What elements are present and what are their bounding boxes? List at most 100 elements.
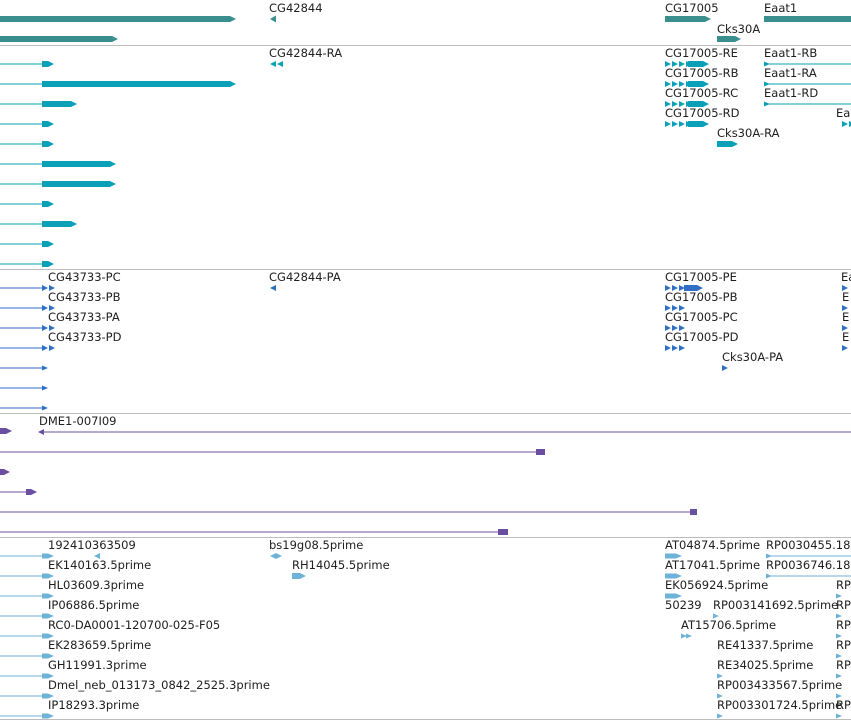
clone-feature[interactable] <box>4 469 10 475</box>
est-feature[interactable] <box>48 693 54 699</box>
est-label[interactable]: IP06886.5prime <box>48 598 140 612</box>
est-feature[interactable] <box>717 713 723 719</box>
protein-label[interactable]: CG43733-PB <box>48 290 121 304</box>
transcript-feature[interactable] <box>48 261 54 267</box>
est-feature[interactable] <box>42 673 48 679</box>
transcript-feature[interactable] <box>717 141 732 147</box>
est-feature[interactable] <box>836 713 842 719</box>
est-feature[interactable] <box>48 633 54 639</box>
transcript-feature[interactable] <box>703 121 709 127</box>
est-feature[interactable] <box>94 553 100 559</box>
transcript-feature[interactable] <box>42 241 48 247</box>
protein-feature[interactable] <box>42 345 48 351</box>
protein-label[interactable]: CG17005-PE <box>665 270 737 284</box>
transcript-feature[interactable] <box>672 61 678 67</box>
est-feature[interactable] <box>766 573 772 579</box>
clone-feature[interactable] <box>38 429 44 435</box>
transcript-label[interactable]: CG42844-RA <box>269 46 343 60</box>
protein-label[interactable]: CG43733-PA <box>48 310 120 324</box>
est-feature[interactable] <box>292 573 300 579</box>
protein-feature[interactable] <box>672 345 678 351</box>
est-label[interactable]: Dmel_neb_013173_0842_2525.3prime <box>48 678 270 692</box>
est-feature[interactable] <box>686 633 692 639</box>
est-label[interactable]: RP <box>836 658 851 672</box>
transcript-feature[interactable] <box>672 101 678 107</box>
clone-feature[interactable] <box>26 489 31 495</box>
est-label[interactable]: AT17041.5prime <box>665 558 761 572</box>
transcript-feature[interactable] <box>42 61 48 67</box>
transcript-feature[interactable] <box>679 101 685 107</box>
est-feature[interactable] <box>48 653 54 659</box>
transcript-feature[interactable] <box>110 181 116 187</box>
est-feature[interactable] <box>665 553 676 559</box>
transcript-feature[interactable] <box>42 261 48 267</box>
transcript-label[interactable]: Ea <box>836 106 851 120</box>
est-feature[interactable] <box>42 593 48 599</box>
protein-label[interactable]: CG17005-PB <box>665 290 738 304</box>
est-label[interactable]: RP003301724.5prime <box>717 698 843 712</box>
est-label[interactable]: RP <box>836 698 851 712</box>
est-label[interactable]: GH11991.3prime <box>48 658 147 672</box>
est-feature[interactable] <box>681 633 687 639</box>
est-feature[interactable] <box>836 633 842 639</box>
protein-feature[interactable] <box>42 305 48 311</box>
clone-feature[interactable] <box>0 428 6 434</box>
transcript-feature[interactable] <box>42 161 110 167</box>
est-feature[interactable] <box>766 553 772 559</box>
gene-feature[interactable] <box>705 16 711 22</box>
protein-label[interactable]: Ea <box>841 270 851 284</box>
protein-feature[interactable] <box>679 285 685 291</box>
protein-feature[interactable] <box>679 305 685 311</box>
transcript-label[interactable]: CG17005-RD <box>665 106 740 120</box>
transcript-label[interactable]: CG17005-RE <box>665 46 738 60</box>
transcript-feature[interactable] <box>672 81 678 87</box>
protein-feature[interactable] <box>672 305 678 311</box>
est-feature[interactable] <box>836 593 842 599</box>
protein-feature[interactable] <box>665 345 671 351</box>
transcript-feature[interactable] <box>732 141 738 147</box>
protein-feature[interactable] <box>697 285 703 291</box>
transcript-feature[interactable] <box>665 81 671 87</box>
transcript-feature[interactable] <box>42 221 71 227</box>
est-feature[interactable] <box>42 553 48 559</box>
gene-label[interactable]: CG42844 <box>269 1 323 15</box>
protein-label[interactable]: CG43733-PC <box>48 270 121 284</box>
transcript-label[interactable]: Eaat1-RD <box>764 86 819 100</box>
gene-feature[interactable] <box>0 36 112 42</box>
clone-feature[interactable] <box>498 529 508 535</box>
est-feature[interactable] <box>717 693 723 699</box>
transcript-feature[interactable] <box>764 101 770 107</box>
est-label[interactable]: RP <box>836 638 851 652</box>
protein-feature[interactable] <box>665 325 671 331</box>
protein-feature[interactable] <box>672 285 678 291</box>
est-feature[interactable] <box>713 613 719 619</box>
transcript-feature[interactable] <box>42 121 48 127</box>
est-label[interactable]: RH14045.5prime <box>292 558 390 572</box>
protein-feature[interactable] <box>842 285 848 291</box>
transcript-feature[interactable] <box>665 101 671 107</box>
transcript-feature[interactable] <box>665 61 671 67</box>
est-feature[interactable] <box>42 573 48 579</box>
protein-feature[interactable] <box>42 365 48 371</box>
transcript-feature[interactable] <box>679 61 685 67</box>
clone-label[interactable]: DME1-007I09 <box>39 414 117 428</box>
transcript-feature[interactable] <box>71 101 77 107</box>
transcript-feature[interactable] <box>42 181 110 187</box>
transcript-label[interactable]: CG17005-RC <box>665 86 739 100</box>
est-label[interactable]: RP0036746.18 <box>766 558 851 572</box>
transcript-feature[interactable] <box>42 81 230 87</box>
protein-feature[interactable] <box>722 365 728 371</box>
transcript-feature[interactable] <box>672 121 678 127</box>
est-feature[interactable] <box>42 633 48 639</box>
est-feature[interactable] <box>48 553 54 559</box>
protein-feature[interactable] <box>842 345 848 351</box>
protein-feature[interactable] <box>679 325 685 331</box>
est-label[interactable]: EK056924.5prime <box>665 578 769 592</box>
est-feature[interactable] <box>276 553 282 559</box>
gene-feature[interactable] <box>0 16 230 22</box>
transcript-feature[interactable] <box>42 101 71 107</box>
est-label[interactable]: RE34025.5prime <box>717 658 814 672</box>
est-label[interactable]: RP <box>836 598 851 612</box>
transcript-feature[interactable] <box>110 161 116 167</box>
clone-feature[interactable] <box>536 449 545 455</box>
